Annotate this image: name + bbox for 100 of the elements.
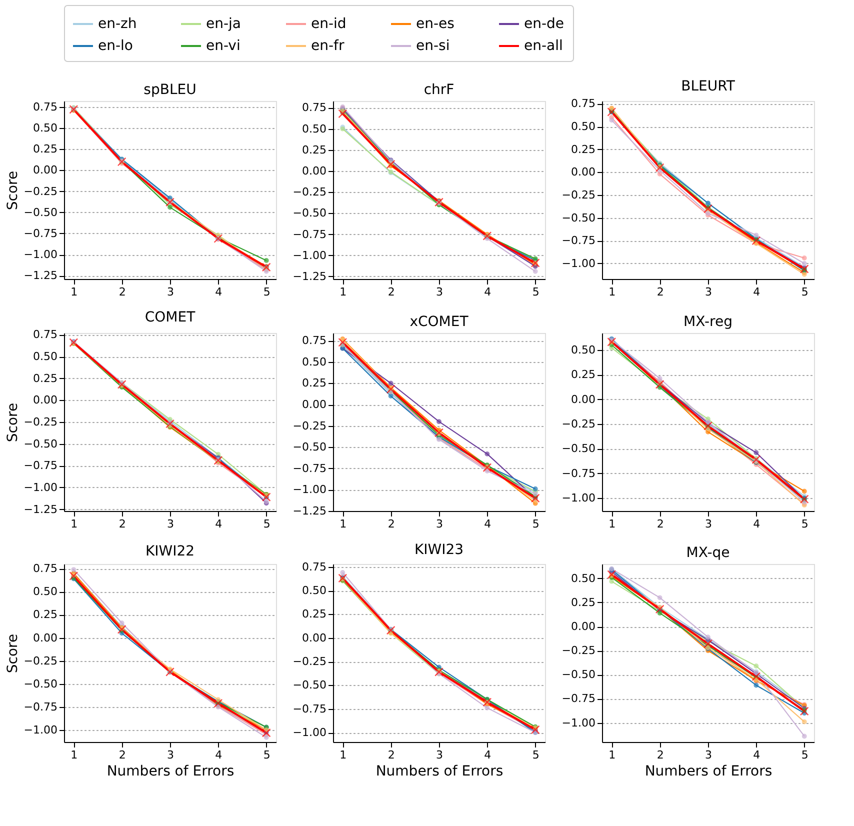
y-tick-label: 0.75 <box>571 97 596 110</box>
x-tick-label: 4 <box>753 286 760 298</box>
x-tick-label: 4 <box>484 286 492 298</box>
x-tick-label: 3 <box>167 286 174 298</box>
x-tick-label: 5 <box>532 748 540 762</box>
x-tick-label: 5 <box>801 286 808 298</box>
x-tick-label: 1 <box>70 748 78 762</box>
x-tick-label: 4 <box>484 748 492 762</box>
x-tick-label: 3 <box>167 518 174 530</box>
y-tick-label: 0.50 <box>33 121 58 134</box>
legend-label: en-all <box>524 38 563 54</box>
x-tick-label: 4 <box>753 518 760 530</box>
y-tick-label: −1.25 <box>292 504 326 518</box>
y-tick-label: 0.00 <box>302 398 326 412</box>
x-tick-label: 5 <box>532 286 540 298</box>
y-tick-label: 0.00 <box>33 631 58 644</box>
y-tick-label: −0.50 <box>562 668 596 682</box>
y-tick-label: −0.75 <box>292 228 326 241</box>
y-tick-label: −1.00 <box>292 248 326 262</box>
y-axis-title: Score <box>4 634 21 674</box>
y-tick-label: −0.25 <box>292 186 326 199</box>
legend-label: en-zh <box>98 16 137 32</box>
y-tick-label: 0.75 <box>302 334 326 348</box>
y-tick-label: −0.75 <box>24 700 58 714</box>
y-tick-label: −1.00 <box>24 724 58 737</box>
y-tick-label: −0.50 <box>24 437 58 450</box>
y-tick-label: 0.25 <box>302 608 326 621</box>
y-tick-label: 0.00 <box>571 392 596 406</box>
y-tick-label: −0.50 <box>562 442 596 456</box>
x-tick-label: 1 <box>70 518 78 530</box>
x-tick-label: 4 <box>484 518 492 530</box>
y-tick-label: −0.75 <box>562 692 596 706</box>
x-tick-label: 2 <box>118 286 126 298</box>
x-tick-label: 3 <box>436 518 443 530</box>
x-tick-label: 3 <box>705 518 712 530</box>
x-tick-label: 2 <box>656 518 664 530</box>
y-tick-label: 0.50 <box>571 120 596 134</box>
y-tick-label: −1.00 <box>24 480 58 494</box>
x-tick-label: 2 <box>656 286 664 298</box>
x-tick-label: 4 <box>753 748 760 762</box>
y-tick-label: −0.25 <box>562 644 596 658</box>
y-tick-label: −0.75 <box>24 226 58 240</box>
y-tick-label: 0.50 <box>302 584 326 598</box>
y-tick-label: 0.75 <box>33 562 58 576</box>
y-tick-label: −0.50 <box>24 677 58 690</box>
y-tick-label: −0.25 <box>24 416 58 428</box>
y-tick-label: −1.25 <box>24 269 58 282</box>
x-tick-label: 5 <box>263 748 270 762</box>
y-tick-label: 0.25 <box>302 143 326 156</box>
y-tick-label: 0.00 <box>571 620 596 634</box>
x-tick-label: 5 <box>263 286 270 298</box>
x-tick-label: 4 <box>215 286 222 298</box>
y-tick-label: −0.25 <box>24 184 58 198</box>
y-tick-label: 0.25 <box>302 376 326 390</box>
y-tick-label: 0.00 <box>33 164 58 177</box>
x-axis-title: Numbers of Errors <box>376 764 504 780</box>
y-tick-label: −1.00 <box>24 248 58 262</box>
chart-title: KIWI23 <box>414 542 464 558</box>
y-axis-title: Score <box>4 170 21 210</box>
y-tick-label: −0.50 <box>292 206 326 220</box>
y-tick-label: −1.00 <box>292 726 326 740</box>
chart-title: xCOMET <box>410 314 469 330</box>
y-tick-label: 0.25 <box>571 142 596 156</box>
x-tick-label: 2 <box>656 748 664 762</box>
y-tick-label: −0.50 <box>292 678 326 692</box>
y-tick-label: −0.25 <box>292 655 326 668</box>
x-tick-label: 2 <box>388 518 395 530</box>
y-tick-label: 0.50 <box>302 355 326 368</box>
x-tick-label: 1 <box>70 286 78 298</box>
x-tick-label: 5 <box>801 748 808 762</box>
y-axis-title: Score <box>4 402 21 442</box>
y-tick-label: 0.75 <box>302 560 326 574</box>
y-tick-label: −1.00 <box>562 716 596 730</box>
y-tick-label: −0.50 <box>562 211 596 224</box>
y-tick-label: −1.00 <box>292 483 326 496</box>
x-axis-title: Numbers of Errors <box>106 764 234 780</box>
x-tick-label: 4 <box>215 748 222 762</box>
x-tick-label: 5 <box>801 518 808 530</box>
y-tick-label: −0.50 <box>292 440 326 454</box>
y-tick-label: −0.75 <box>292 462 326 475</box>
x-tick-label: 3 <box>705 286 712 298</box>
y-tick-label: −1.00 <box>562 256 596 270</box>
chart-title: COMET <box>144 310 196 326</box>
x-tick-label: 1 <box>340 286 347 298</box>
y-tick-label: −1.25 <box>24 502 58 516</box>
x-tick-label: 2 <box>388 286 395 298</box>
legend-label: en-ja <box>206 16 242 32</box>
x-tick-label: 3 <box>705 748 712 762</box>
x-tick-label: 1 <box>608 518 616 530</box>
y-tick-label: −0.25 <box>292 419 326 432</box>
y-tick-label: 0.00 <box>302 164 326 178</box>
x-tick-label: 3 <box>436 748 443 762</box>
y-tick-label: 0.50 <box>571 343 596 356</box>
y-tick-label: −0.50 <box>24 206 58 219</box>
y-tick-label: 0.25 <box>571 368 596 382</box>
chart-title: KIWI22 <box>145 544 195 560</box>
y-tick-label: −1.25 <box>292 270 326 283</box>
y-tick-label: 0.75 <box>33 328 58 342</box>
legend-label: en-vi <box>206 38 240 54</box>
y-tick-label: 0.50 <box>33 350 58 364</box>
